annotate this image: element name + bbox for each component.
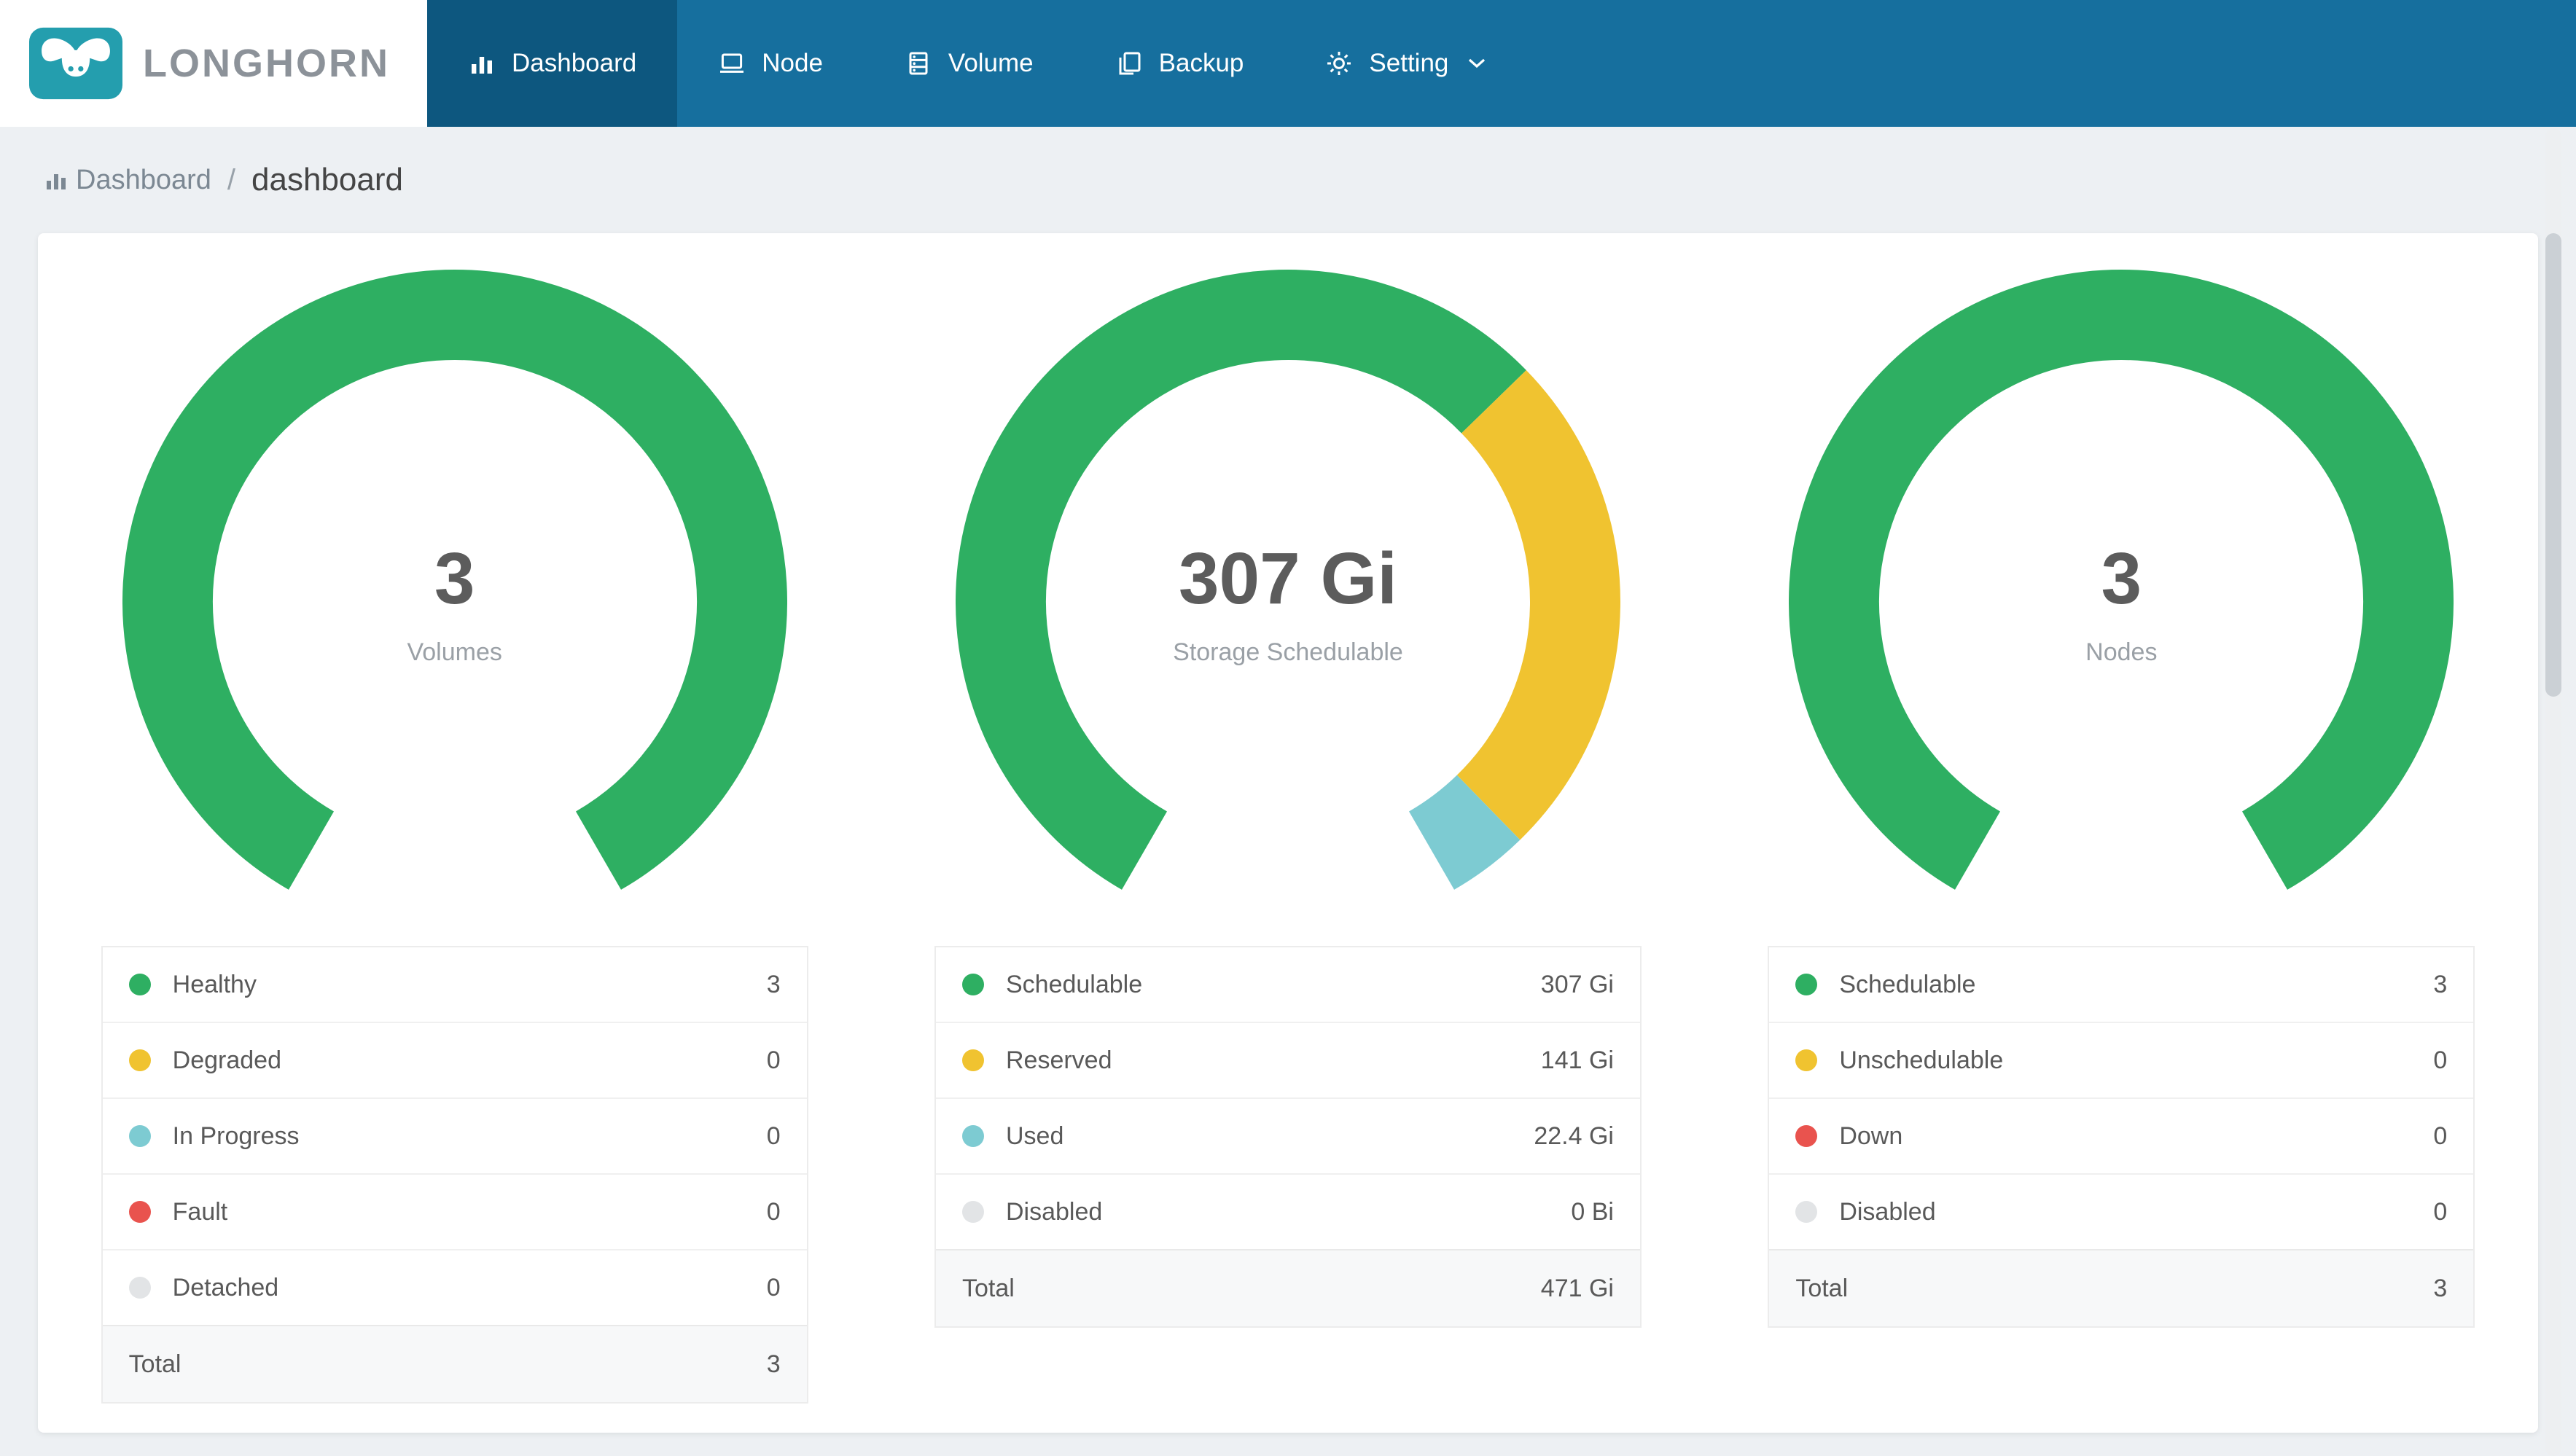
legend-row-in-progress: In Progress 0 (102, 1099, 807, 1175)
fault-status-dot (128, 1201, 151, 1223)
breadcrumb-page-label: dashboard (251, 162, 403, 197)
nav-item-setting[interactable]: Setting (1284, 0, 1527, 127)
detached-status-dot (128, 1277, 151, 1299)
unschedulable-status-dot (1795, 1049, 1818, 1071)
volumes-donut-chart (122, 270, 787, 890)
schedulable-status-dot (961, 974, 984, 995)
longhorn-logo-icon (29, 27, 122, 100)
nav-label-volume: Volume (948, 49, 1034, 77)
disabled-status-dot (1795, 1201, 1818, 1223)
volumes-panel: 3 Volumes Healthy 3 Degraded 0 In Progre… (38, 270, 871, 1404)
nodes-panel: 3 Nodes Schedulable 3 Unschedulable 0 Do… (1705, 270, 2538, 1404)
nav-item-dashboard[interactable]: Dashboard (427, 0, 678, 127)
scrollbar-thumb[interactable] (2545, 233, 2561, 697)
nav-label-backup: Backup (1158, 49, 1244, 77)
nav-item-backup[interactable]: Backup (1074, 0, 1285, 127)
gear-icon (1327, 52, 1351, 75)
legend-row-healthy: Healthy 3 (102, 947, 807, 1023)
legend-row-disabled: Disabled 0 Bi (935, 1175, 1640, 1250)
dashboard-card: 3 Volumes Healthy 3 Degraded 0 In Progre… (38, 233, 2538, 1433)
legend-row-down: Down 0 (1769, 1099, 2474, 1175)
nav-label-setting: Setting (1369, 49, 1449, 77)
storage-panel: 307 Gi Storage Schedulable Schedulable 3… (871, 270, 1704, 1404)
storage-gauge: 307 Gi Storage Schedulable (955, 270, 1620, 934)
nodes-donut-chart (1789, 270, 2454, 890)
storage-total-row: Total 471 Gi (935, 1249, 1640, 1326)
breadcrumb-section-label: Dashboard (76, 164, 211, 195)
legend-row-unschedulable: Unschedulable 0 (1769, 1023, 2474, 1099)
down-status-dot (1795, 1125, 1818, 1147)
healthy-status-dot (128, 974, 151, 995)
nav-item-volume[interactable]: Volume (864, 0, 1074, 127)
nav-label-node: Node (762, 49, 823, 77)
main-nav: Dashboard Node Volume Back (427, 0, 1527, 127)
storage-donut-chart (955, 270, 1620, 890)
legend-row-detached: Detached 0 (102, 1250, 807, 1326)
volumes-total-row: Total 3 (102, 1325, 807, 1402)
nodes-gauge: 3 Nodes (1789, 270, 2454, 934)
legend-row-disabled: Disabled 0 (1769, 1175, 2474, 1250)
scrollbar-track[interactable] (2545, 128, 2561, 1456)
volumes-legend: Healthy 3 Degraded 0 In Progress 0 Fault… (101, 946, 808, 1404)
nav-item-node[interactable]: Node (677, 0, 864, 127)
schedulable-status-dot (1795, 974, 1818, 995)
bar-chart-icon (472, 57, 492, 74)
laptop-icon (720, 53, 744, 73)
legend-row-degraded: Degraded 0 (102, 1023, 807, 1099)
copy-icon (1119, 52, 1141, 75)
legend-row-fault: Fault 0 (102, 1175, 807, 1250)
volumes-gauge: 3 Volumes (122, 270, 787, 934)
disabled-status-dot (961, 1201, 984, 1223)
top-navbar: LONGHORN Dashboard Node (0, 0, 2576, 127)
legend-row-used: Used 22.4 Gi (935, 1099, 1640, 1175)
breadcrumb: Dashboard / dashboard (0, 127, 2576, 233)
chevron-down-icon (1469, 58, 1486, 69)
legend-row-schedulable: Schedulable 307 Gi (935, 947, 1640, 1023)
brand-name: LONGHORN (143, 42, 390, 85)
bar-chart-icon (47, 174, 66, 189)
brand[interactable]: LONGHORN (0, 0, 427, 127)
storage-legend: Schedulable 307 Gi Reserved 141 Gi Used … (934, 946, 1642, 1328)
breadcrumb-separator: / (227, 163, 236, 196)
reserved-status-dot (961, 1049, 984, 1071)
in-progress-status-dot (128, 1125, 151, 1147)
breadcrumb-dashboard-link[interactable]: Dashboard (44, 165, 211, 196)
used-status-dot (961, 1125, 984, 1147)
nodes-total-row: Total 3 (1769, 1249, 2474, 1326)
nodes-legend: Schedulable 3 Unschedulable 0 Down 0 Dis… (1768, 946, 2475, 1328)
degraded-status-dot (128, 1049, 151, 1071)
legend-row-reserved: Reserved 141 Gi (935, 1023, 1640, 1099)
legend-row-schedulable: Schedulable 3 (1769, 947, 2474, 1023)
database-icon (909, 52, 928, 75)
nav-label-dashboard: Dashboard (512, 49, 637, 77)
